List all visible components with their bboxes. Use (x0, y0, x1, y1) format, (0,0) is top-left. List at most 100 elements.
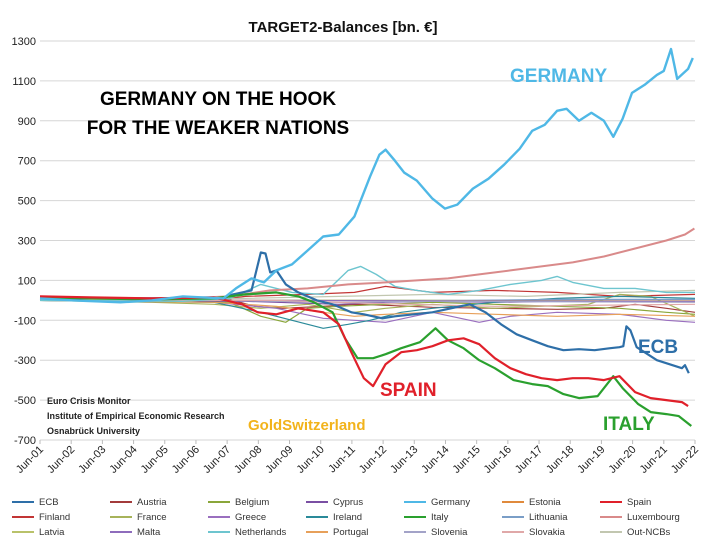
x-tick-label: Jun-11 (326, 444, 358, 476)
x-tick-label: Jun-21 (638, 444, 670, 476)
y-tick-label: 700 (18, 156, 36, 168)
x-tick-label: Jun-14 (419, 444, 451, 476)
series-line-ecb (40, 251, 690, 374)
legend-label: Slovakia (529, 527, 566, 538)
x-tick-label: Jun-03 (76, 444, 108, 476)
x-tick-label: Jun-10 (295, 444, 327, 476)
legend-label: Out-NCBs (627, 527, 671, 538)
series-line-spain (39, 295, 689, 408)
headline-line-2: FOR THE WEAKER NATIONS (87, 118, 349, 139)
series-line-italy (39, 291, 692, 427)
source-line-3: Osnabrück University (47, 426, 140, 436)
legend-label: Lithuania (529, 512, 568, 523)
series-line-netherlands (39, 265, 695, 302)
legend-label: Ireland (333, 512, 362, 523)
legend-label: Portugal (333, 527, 368, 538)
legend-item-portugal: Portugal (306, 527, 368, 538)
chart-title: TARGET2-Balances [bn. €] (249, 19, 438, 36)
callout-germany: GERMANY (510, 66, 607, 87)
x-tick-label: Jun-15 (451, 444, 483, 476)
legend-label: Latvia (39, 527, 65, 538)
legend-label: Slovenia (431, 527, 468, 538)
legend-item-austria: Austria (110, 497, 167, 508)
x-axis-ticks: Jun-01Jun-02Jun-03Jun-04Jun-05Jun-06Jun-… (14, 440, 701, 476)
y-tick-label: -300 (14, 355, 36, 367)
source-line-1: Euro Crisis Monitor (47, 396, 131, 406)
legend-item-estonia: Estonia (502, 497, 561, 508)
x-tick-label: Jun-19 (575, 444, 607, 476)
legend-label: Finland (39, 512, 70, 523)
x-tick-label: Jun-20 (606, 444, 638, 476)
legend-item-belgium: Belgium (208, 497, 269, 508)
y-tick-label: 900 (18, 116, 36, 128)
y-tick-label: 300 (18, 236, 36, 248)
series-line-luxembourg (40, 227, 695, 300)
y-tick-label: 1100 (12, 76, 36, 88)
legend-label: Greece (235, 512, 266, 523)
legend-label: Luxembourg (627, 512, 680, 523)
source-line-2: Institute of Empirical Economic Research (47, 411, 225, 421)
series-line-portugal (39, 299, 696, 317)
legend-label: Italy (431, 512, 449, 523)
x-tick-label: Jun-01 (14, 444, 46, 476)
headline-line-1: GERMANY ON THE HOOK (100, 89, 336, 110)
legend-label: France (137, 512, 167, 523)
y-axis-ticks: 1300 1100 900 700 500 300 100 -100 -300 -500 -700 (12, 36, 36, 447)
legend-item-finland: Finland (12, 512, 70, 523)
x-tick-label: Jun-06 (170, 444, 202, 476)
legend-item-france: France (110, 512, 167, 523)
legend-label: Malta (137, 527, 161, 538)
legend-item-lithuania: Lithuania (502, 512, 568, 523)
x-tick-label: Jun-02 (45, 444, 77, 476)
legend-label: Cyprus (333, 497, 363, 508)
legend: ECB Austria Belgium Cyprus Germany Estonia Spa… (12, 497, 680, 538)
legend-item-spain: Spain (600, 497, 651, 508)
legend-item-out-ncbs: Out-NCBs (600, 527, 671, 538)
series-lines (39, 47, 696, 427)
x-tick-label: Jun-05 (139, 444, 171, 476)
legend-label: ECB (39, 497, 59, 508)
x-tick-label: Jun-07 (201, 444, 233, 476)
x-tick-label: Jun-22 (669, 444, 701, 476)
legend-label: Austria (137, 497, 167, 508)
legend-item-slovenia: Slovenia (404, 527, 468, 538)
goldswitzerland-watermark: GoldSwitzerland (248, 417, 366, 434)
x-tick-label: Jun-12 (357, 444, 389, 476)
x-tick-label: Jun-08 (232, 444, 264, 476)
legend-label: Germany (431, 497, 470, 508)
x-tick-label: Jun-09 (263, 444, 295, 476)
legend-item-netherlands: Netherlands (208, 527, 286, 538)
legend-label: Spain (627, 497, 651, 508)
y-tick-label: -700 (14, 435, 36, 447)
legend-label: Netherlands (235, 527, 286, 538)
legend-item-cyprus: Cyprus (306, 497, 363, 508)
series-line-out-ncbs (39, 289, 696, 301)
legend-item-italy: Italy (404, 512, 449, 523)
y-tick-label: 100 (18, 275, 36, 287)
gridlines (40, 40, 695, 441)
x-tick-label: Jun-16 (482, 444, 514, 476)
legend-item-latvia: Latvia (12, 527, 65, 538)
legend-item-malta: Malta (110, 527, 161, 538)
legend-label: Estonia (529, 497, 561, 508)
legend-item-greece: Greece (208, 512, 266, 523)
callout-italy: ITALY (603, 414, 655, 435)
y-tick-label: 500 (18, 196, 36, 208)
callout-spain: SPAIN (380, 380, 437, 401)
x-tick-label: Jun-18 (544, 444, 576, 476)
legend-item-luxembourg: Luxembourg (600, 512, 680, 523)
legend-item-germany: Germany (404, 497, 470, 508)
legend-item-slovakia: Slovakia (502, 527, 566, 538)
legend-item-ecb: ECB (12, 497, 59, 508)
y-tick-label: -100 (14, 315, 36, 327)
x-tick-label: Jun-17 (513, 444, 545, 476)
y-tick-label: -500 (14, 395, 36, 407)
callout-ecb: ECB (638, 337, 678, 358)
series-line-germany (39, 47, 694, 304)
legend-item-ireland: Ireland (306, 512, 362, 523)
legend-label: Belgium (235, 497, 269, 508)
y-tick-label: 1300 (12, 36, 36, 48)
x-tick-label: Jun-04 (107, 444, 139, 476)
x-tick-label: Jun-13 (388, 444, 420, 476)
